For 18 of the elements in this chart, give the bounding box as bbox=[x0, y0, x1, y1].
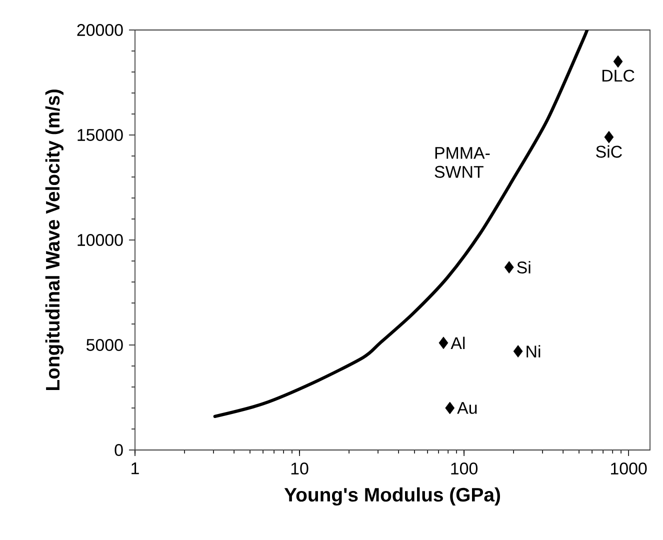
y-tick-label: 15000 bbox=[78, 129, 123, 141]
series-label: PMMA-SWNT bbox=[434, 147, 490, 178]
annotation: Au bbox=[457, 402, 477, 414]
annotation: SiC bbox=[596, 145, 622, 158]
y-tick-label: 10000 bbox=[78, 234, 123, 246]
y-tick-label: 0 bbox=[114, 444, 123, 456]
annotation: DLC bbox=[602, 70, 634, 82]
x-tick-label: 1 bbox=[132, 462, 139, 474]
x-axis-title: Young's Modulus (GPa) bbox=[284, 487, 500, 506]
y-axis-title: Longitudinal Wave Velocity (m/s) bbox=[45, 90, 64, 390]
x-tick-label: 100 bbox=[451, 462, 478, 475]
y-tick-label: 20000 bbox=[77, 24, 123, 36]
annotation: Ni bbox=[526, 345, 540, 358]
x-tick-label: 10 bbox=[291, 462, 308, 475]
annotation: Si bbox=[517, 261, 530, 274]
annotation: Al bbox=[450, 336, 465, 350]
x-tick-label: 1000 bbox=[611, 462, 647, 475]
y-tick-label: 5000 bbox=[86, 339, 123, 351]
